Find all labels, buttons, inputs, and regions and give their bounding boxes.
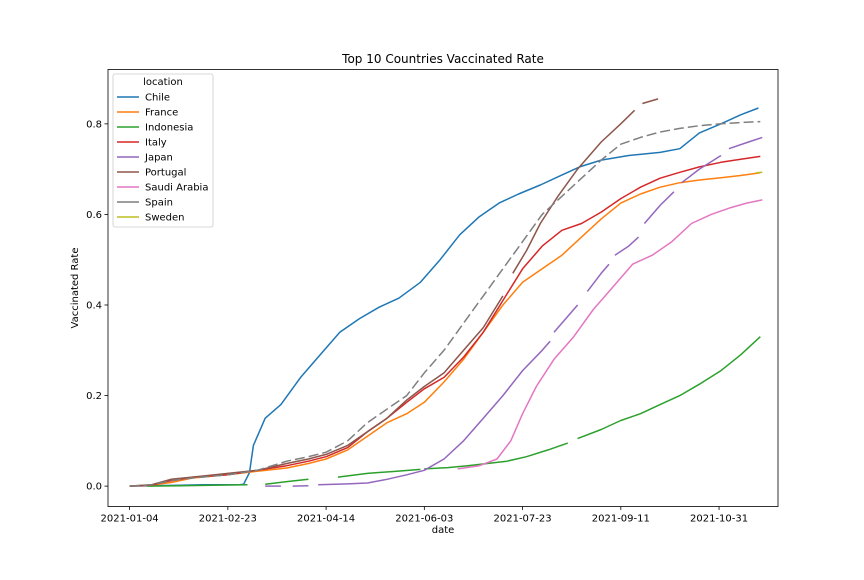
series-layer [130, 99, 763, 486]
series-line-indonesia [265, 479, 308, 484]
x-tick-label: 2021-01-04 [101, 514, 159, 525]
y-tick-label: 0.6 [86, 210, 102, 221]
x-tick-label: 2021-09-11 [592, 514, 650, 525]
legend-label: Sweden [145, 213, 185, 224]
x-axis: 2021-01-04 2021-02-23 2021-04-14 2021-06-03… [101, 507, 749, 525]
legend-label: Indonesia [145, 123, 193, 134]
x-tick-label: 2021-04-14 [297, 514, 355, 525]
x-tick-label: 2021-02-23 [199, 514, 257, 525]
series-italy [130, 156, 761, 486]
series-line-indonesia [338, 469, 421, 477]
series-line-japan [644, 192, 674, 224]
x-axis-label: date [432, 525, 455, 536]
legend-label: Portugal [145, 168, 186, 179]
series-line-portugal [642, 99, 658, 104]
y-tick-label: 0.0 [86, 482, 102, 493]
legend-label: France [145, 108, 178, 119]
y-axis-label: Vaccinated Rate [70, 248, 81, 329]
legend-label: Italy [145, 138, 167, 149]
legend: location Chile France Indonesia Italy Japan P… [113, 74, 213, 227]
legend-label: Chile [145, 93, 170, 104]
series-line-portugal [513, 110, 635, 273]
series-saudi-arabia [458, 200, 763, 469]
y-tick-label: 0.4 [86, 300, 102, 311]
series-line-japan [729, 137, 762, 148]
series-line-japan [615, 237, 639, 255]
series-line-portugal [130, 296, 503, 486]
y-axis: 0.0 0.2 0.4 0.6 0.8 [86, 119, 108, 492]
legend-label: Spain [145, 198, 173, 209]
series-line-japan [587, 264, 609, 291]
chart-title: Top 10 Countries Vaccinated Rate [341, 52, 544, 66]
y-tick-label: 0.8 [86, 119, 102, 130]
legend-label: Saudi Arabia [145, 183, 208, 194]
series-france [130, 173, 761, 486]
series-line-indonesia [424, 443, 568, 469]
x-tick-label: 2021-06-03 [395, 514, 453, 525]
series-line-italy [130, 156, 761, 486]
series-line-indonesia [578, 337, 761, 439]
series-line-france [130, 173, 761, 486]
series-line-chile [130, 108, 759, 486]
series-line-saudi-arabia [458, 200, 763, 469]
legend-title: location [143, 77, 183, 88]
x-tick-label: 2021-10-31 [690, 514, 748, 525]
legend-label: Japan [144, 153, 173, 164]
series-indonesia [147, 337, 760, 486]
series-line-japan [554, 305, 578, 332]
y-tick-label: 0.2 [86, 391, 102, 402]
x-tick-label: 2021-07-23 [494, 514, 552, 525]
series-chile [130, 108, 759, 486]
